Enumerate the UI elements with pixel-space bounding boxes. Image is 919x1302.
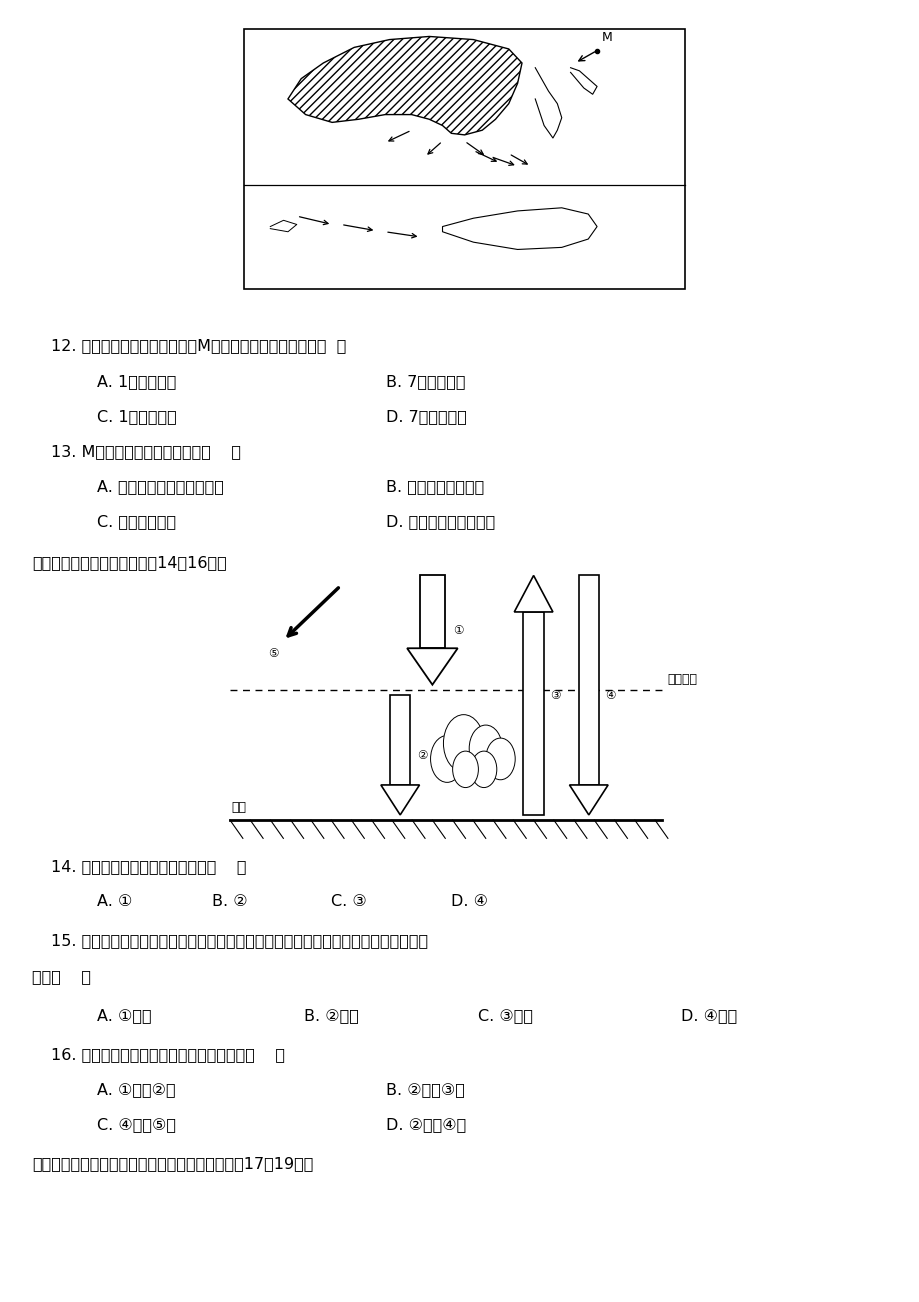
Text: ⑤: ⑤ [268, 647, 278, 660]
Text: M: M [601, 31, 612, 44]
Text: C. 1月、东南风: C. 1月、东南风 [96, 409, 176, 424]
Text: A. ①强，②强: A. ①强，②强 [96, 1082, 175, 1098]
Text: B. ②强，③弱: B. ②强，③弱 [386, 1082, 465, 1098]
Text: D. 7月、东南风: D. 7月、东南风 [386, 409, 467, 424]
Text: 地面: 地面 [232, 801, 246, 814]
Text: 高: 高 [380, 73, 390, 91]
Text: ②: ② [416, 749, 426, 762]
Text: D. ④增强: D. ④增强 [680, 1008, 736, 1023]
Text: ④: ④ [605, 689, 615, 702]
Text: A. 气压带、风带的季节移动: A. 气压带、风带的季节移动 [96, 479, 223, 495]
Text: D. ④: D. ④ [450, 894, 487, 910]
Text: ③: ③ [550, 689, 560, 702]
Circle shape [485, 738, 515, 780]
Text: 15. 引起全球气温升高的主要温室气体是二氧化碳，二氧化碳浓度增大会导致显著变化: 15. 引起全球气温升高的主要温室气体是二氧化碳，二氧化碳浓度增大会导致显著变化 [51, 934, 427, 949]
Text: 12. 有关该图表示的时间，以及M点的风向，说法正确的是（  ）: 12. 有关该图表示的时间，以及M点的风向，说法正确的是（ ） [51, 339, 346, 354]
Bar [523, 612, 543, 815]
Text: 读世界局部地区近地面气压带和风带示意图，回答17～19题。: 读世界局部地区近地面气压带和风带示意图，回答17～19题。 [32, 1156, 313, 1172]
Circle shape [471, 751, 496, 788]
Text: A. 1月、西北风: A. 1月、西北风 [96, 374, 176, 389]
Text: 16. 我国西北地区昼夜温差大的主要原因是（    ）: 16. 我国西北地区昼夜温差大的主要原因是（ ） [51, 1047, 284, 1062]
Text: C. ④强，⑤强: C. ④强，⑤强 [96, 1117, 176, 1133]
Polygon shape [380, 785, 419, 815]
Polygon shape [442, 208, 596, 250]
Text: 读大气热量交换过程图，回答14～16题。: 读大气热量交换过程图，回答14～16题。 [32, 555, 227, 570]
Circle shape [469, 725, 502, 772]
Polygon shape [569, 785, 607, 815]
Text: B. 海陆热力性质差异: B. 海陆热力性质差异 [386, 479, 484, 495]
Text: C. ③: C. ③ [331, 894, 367, 910]
Text: A. ①: A. ① [96, 894, 131, 910]
Bar [578, 575, 598, 785]
Text: B. ②: B. ② [211, 894, 247, 910]
Text: D. ②强，④弱: D. ②强，④弱 [386, 1117, 466, 1133]
Text: A. ①增强: A. ①增强 [96, 1008, 151, 1023]
Circle shape [443, 715, 483, 772]
Text: B. 7月、西北风: B. 7月、西北风 [386, 374, 465, 389]
Polygon shape [288, 36, 521, 135]
Polygon shape [514, 575, 552, 612]
Text: 大气上界: 大气上界 [666, 673, 697, 686]
Text: ①: ① [452, 624, 462, 637]
Text: 13. M地季风形成的根本原因是（    ）: 13. M地季风形成的根本原因是（ ） [51, 444, 241, 460]
Polygon shape [406, 648, 458, 685]
Text: C. 受地形的影响: C. 受地形的影响 [96, 514, 176, 530]
Circle shape [430, 736, 463, 783]
Text: C. ③增强: C. ③增强 [478, 1008, 533, 1023]
Bar [390, 695, 410, 785]
Text: 14. 图中序号代表大气逆辐射的是（    ）: 14. 图中序号代表大气逆辐射的是（ ） [51, 859, 246, 875]
Circle shape [452, 751, 478, 788]
Bar [419, 575, 445, 648]
Text: D. 沿海洋流运动的影响: D. 沿海洋流运动的影响 [386, 514, 495, 530]
Bar [244, 29, 685, 289]
Text: 的是（    ）: 的是（ ） [32, 969, 91, 984]
Text: B. ②增强: B. ②增强 [303, 1008, 358, 1023]
